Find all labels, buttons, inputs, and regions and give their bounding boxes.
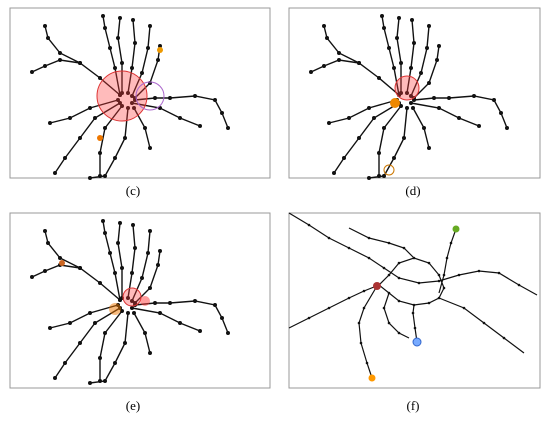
cluster [394,75,420,101]
panel-e: (e) [9,212,271,413]
cluster [135,81,165,111]
node-highlight [452,225,460,233]
panel-f: (f) [288,212,541,413]
cluster [140,296,150,306]
node-highlight [368,374,376,382]
node-highlight [157,47,163,53]
node-highlight [373,282,381,290]
cluster [109,303,121,315]
frame [288,7,541,179]
node-highlight [383,164,395,176]
node-highlight [412,337,422,347]
panel-label: (f) [407,398,420,413]
cluster [96,70,148,122]
panel-label: (d) [405,183,420,198]
panel-d: (d) [288,7,541,198]
cluster [122,287,142,307]
panel-label: (c) [126,183,140,198]
node-highlight [59,260,65,266]
panel-label: (e) [126,398,140,413]
network [288,212,538,379]
panel-c: (c) [9,7,271,198]
frame [288,212,541,389]
node-highlight [390,98,400,108]
node-highlight [97,135,103,141]
